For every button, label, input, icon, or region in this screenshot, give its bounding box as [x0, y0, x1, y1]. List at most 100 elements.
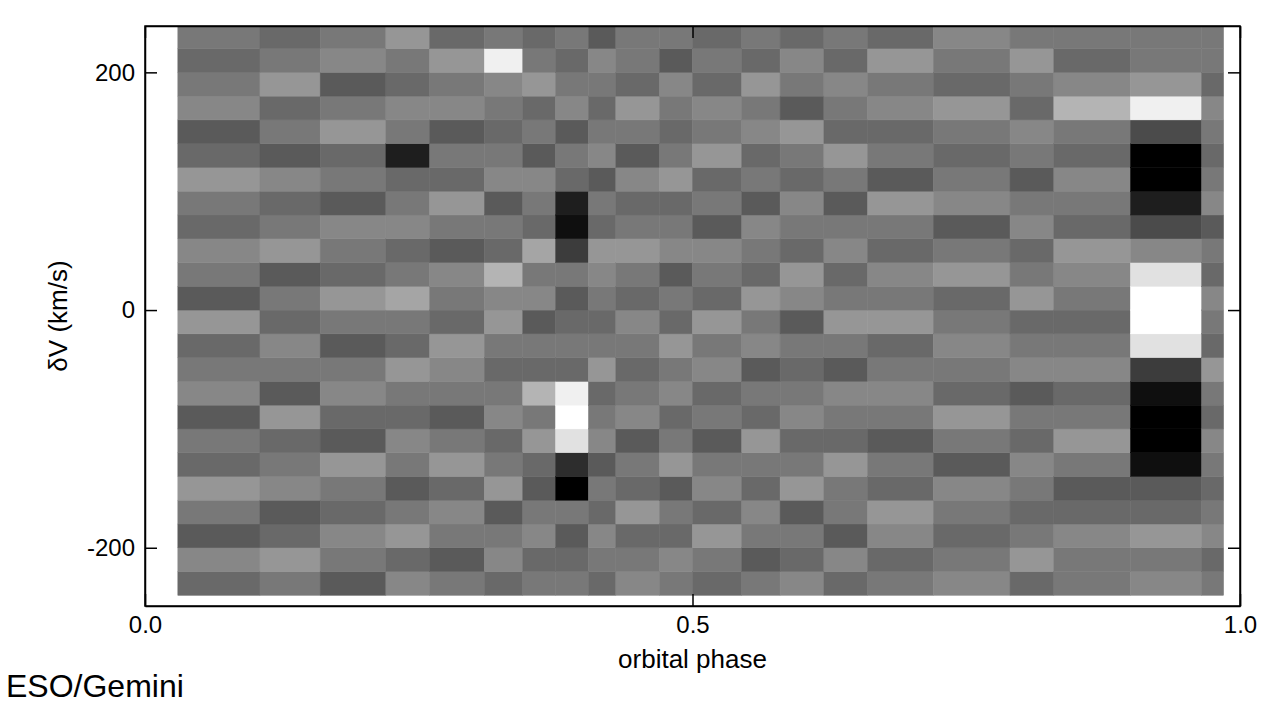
tick: [1228, 310, 1240, 311]
heat-cell: [523, 548, 556, 572]
heat-cell: [780, 286, 824, 310]
heat-cell: [484, 476, 522, 500]
heat-cell: [693, 96, 742, 120]
annotation: ESO/Gemini: [6, 668, 184, 704]
heat-cell: [178, 476, 260, 500]
heat-cell: [556, 524, 589, 548]
heat-cell: [824, 144, 868, 168]
heat-cell: [386, 358, 430, 382]
heat-cell: [430, 334, 485, 358]
heat-cell: [523, 239, 556, 263]
heat-cell: [1202, 310, 1224, 334]
heat-cell: [588, 572, 615, 596]
heat-cell: [430, 405, 485, 429]
heat-cell: [868, 429, 934, 453]
heat-cell: [780, 26, 824, 49]
heat-cell: [523, 144, 556, 168]
heat-cell: [588, 286, 615, 310]
heat-cell: [430, 286, 485, 310]
heat-cell: [588, 429, 615, 453]
y-axis-title: δV (km/s): [43, 260, 73, 371]
heat-cell: [320, 405, 386, 429]
heat-cell: [933, 96, 1010, 120]
heat-cell: [1010, 310, 1054, 334]
heat-cell: [320, 500, 386, 524]
heat-cell: [933, 453, 1010, 477]
heat-cell: [556, 263, 589, 287]
heat-cell: [484, 548, 522, 572]
heat-cell: [868, 358, 934, 382]
heat-cell: [693, 263, 742, 287]
heat-cell: [868, 96, 934, 120]
heat-cell: [1202, 548, 1224, 572]
heat-cell: [1010, 239, 1054, 263]
heat-cell: [616, 405, 660, 429]
heat-cell: [1131, 476, 1202, 500]
heat-cell: [693, 191, 742, 215]
heat-cell: [933, 26, 1010, 49]
heat-cell: [693, 429, 742, 453]
heat-cell: [660, 191, 693, 215]
heat-cell: [556, 358, 589, 382]
heat-cell: [320, 334, 386, 358]
heat-cell: [430, 144, 485, 168]
heat-cell: [523, 453, 556, 477]
heat-cell: [616, 167, 660, 191]
heat-cell: [780, 167, 824, 191]
heat-cell: [484, 72, 522, 96]
tick-label: -200: [87, 534, 135, 561]
heat-cell: [1010, 405, 1054, 429]
heat-cell: [1010, 453, 1054, 477]
heat-cell: [386, 310, 430, 334]
heat-cell: [1131, 167, 1202, 191]
heat-cell: [178, 572, 260, 596]
heat-cell: [1054, 215, 1131, 239]
heat-cell: [742, 96, 780, 120]
heat-cell: [523, 476, 556, 500]
heat-cell: [616, 548, 660, 572]
tick-label: 0: [122, 296, 135, 323]
tick-label: 1.0: [1224, 611, 1257, 638]
heat-cell: [260, 167, 320, 191]
heat-cell: [588, 239, 615, 263]
heat-cell: [1010, 263, 1054, 287]
heat-cell: [868, 215, 934, 239]
heat-cell: [693, 239, 742, 263]
heat-cell: [386, 524, 430, 548]
heat-cell: [386, 429, 430, 453]
heat-cell: [430, 263, 485, 287]
heat-cell: [1054, 26, 1131, 49]
heat-cell: [588, 476, 615, 500]
heat-cell: [933, 215, 1010, 239]
heat-cell: [260, 215, 320, 239]
heat-cell: [616, 49, 660, 73]
heat-cell: [588, 26, 615, 49]
heat-cell: [430, 429, 485, 453]
heat-cell: [660, 429, 693, 453]
tick-mark: [692, 26, 694, 38]
heat-cell: [1010, 26, 1054, 49]
heat-cell: [523, 405, 556, 429]
heat-cell: [616, 381, 660, 405]
heat-cell: [660, 524, 693, 548]
heat-cell: [1202, 49, 1224, 73]
heat-cell: [1131, 96, 1202, 120]
cells: [178, 26, 1224, 595]
heat-cell: [430, 358, 485, 382]
heat-cell: [484, 191, 522, 215]
heat-cell: [742, 453, 780, 477]
heat-cell: [260, 524, 320, 548]
heat-cell: [386, 548, 430, 572]
heat-cell: [742, 358, 780, 382]
tick-mark: [145, 548, 157, 550]
heat-cell: [868, 381, 934, 405]
heat-cell: [742, 286, 780, 310]
heat-cell: [523, 500, 556, 524]
heat-cell: [1202, 381, 1224, 405]
heat-cell: [430, 548, 485, 572]
heat-cell: [178, 310, 260, 334]
heat-cell: [1010, 144, 1054, 168]
heat-cell: [386, 167, 430, 191]
heat-cell: [824, 429, 868, 453]
heat-cell: [260, 405, 320, 429]
